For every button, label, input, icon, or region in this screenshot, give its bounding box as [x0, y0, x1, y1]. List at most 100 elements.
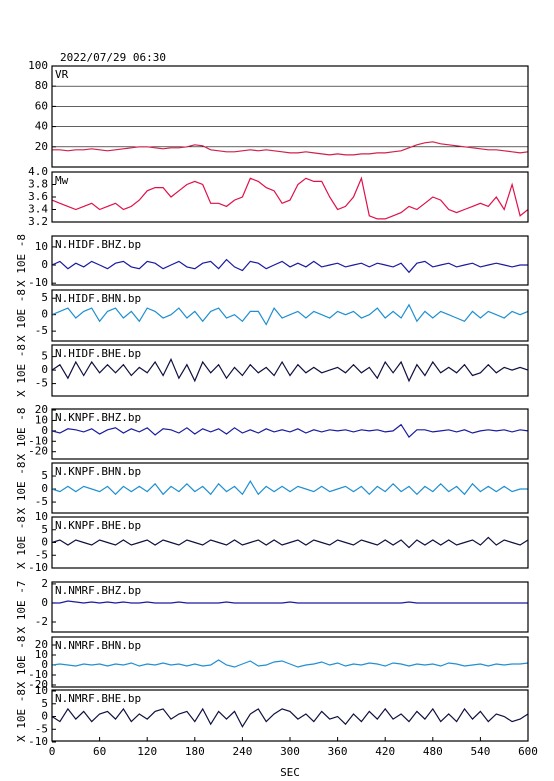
y-axis-label: X 10E -8	[15, 689, 28, 742]
y-tick-label: -20	[28, 678, 48, 691]
y-tick-label: 0	[41, 424, 48, 437]
y-tick-label: 0	[41, 258, 48, 271]
y-axis-label: X 10E -8	[15, 516, 28, 569]
panel-label: Mw	[55, 174, 69, 187]
series-line	[52, 600, 528, 604]
x-tick-label: 180	[185, 745, 205, 758]
series-line	[51, 303, 529, 326]
x-tick-label: 420	[375, 745, 395, 758]
panel-label: N.NMRF.BHZ.bp	[55, 584, 141, 597]
x-tick-label: 360	[328, 745, 348, 758]
series-line	[51, 707, 529, 728]
panel-frame	[51, 235, 529, 286]
y-tick-label: -5	[35, 495, 48, 508]
y-axis-label: X 10E -8	[15, 289, 28, 342]
y-tick-label: 5	[41, 469, 48, 482]
panel-label: N.KNPF.BHZ.bp	[55, 411, 141, 424]
panel-frame	[51, 636, 529, 688]
x-tick-label: 540	[470, 745, 490, 758]
y-tick-label: -10	[28, 434, 48, 447]
series-line	[51, 176, 529, 220]
series-line	[51, 258, 528, 274]
panel-frame	[51, 408, 529, 460]
y-tick-label: 10	[35, 240, 48, 253]
x-tick-label: 600	[518, 745, 538, 758]
y-tick-label: 3.8	[28, 178, 48, 191]
series-line	[51, 480, 528, 496]
y-tick-label: 2	[41, 577, 48, 590]
y-tick-label: -10	[28, 735, 48, 748]
y-axis-label: X 10E -7	[15, 581, 28, 634]
y-tick-label: 4.0	[28, 165, 48, 178]
y-tick-label: -5	[35, 548, 48, 561]
y-tick-label: 0	[41, 658, 48, 671]
y-tick-label: 3.6	[28, 190, 48, 203]
y-axis-label: X 10E -8	[15, 408, 28, 461]
series-line	[51, 659, 529, 668]
x-axis-label: SEC	[280, 766, 300, 779]
panel-frame	[51, 344, 529, 397]
y-axis-label: X 10E -8	[15, 344, 28, 397]
y-tick-label: 10	[35, 510, 48, 523]
chart-title: 2022/07/29 06:30	[60, 51, 166, 64]
y-tick-label: -5	[35, 722, 48, 735]
x-tick-label: 240	[232, 745, 252, 758]
x-tick-label: 300	[280, 745, 300, 758]
y-tick-label: -10	[28, 276, 48, 289]
y-tick-label: 40	[35, 120, 48, 133]
y-axis-label: X 10E -8	[15, 234, 28, 287]
series-line	[51, 536, 529, 549]
y-tick-label: 60	[35, 99, 48, 112]
panel-frame	[51, 581, 529, 633]
y-tick-label: -10	[28, 561, 48, 574]
panel-frame	[51, 462, 529, 514]
y-tick-label: 5	[41, 291, 48, 304]
panel-label: N.KNPF.BHN.bp	[55, 465, 141, 478]
y-tick-label: 20	[35, 638, 48, 651]
y-tick-label: -20	[28, 445, 48, 458]
y-tick-label: 20	[35, 140, 48, 153]
y-tick-label: 0	[41, 363, 48, 376]
panel-label: N.HIDF.BHN.bp	[55, 292, 141, 305]
series-line	[51, 357, 529, 383]
panel-label: N.NMRF.BHN.bp	[55, 639, 141, 652]
y-tick-label: 3.4	[28, 203, 48, 216]
y-tick-label: -2	[35, 615, 48, 628]
y-axis-label: X 10E -8	[15, 462, 28, 515]
panel-label: N.KNPF.BHE.bp	[55, 519, 141, 532]
y-tick-label: 10	[35, 648, 48, 661]
y-tick-label: 0	[41, 482, 48, 495]
x-tick-label: 120	[137, 745, 157, 758]
y-tick-label: 5	[41, 523, 48, 536]
y-tick-label: 10	[35, 413, 48, 426]
panel-frame	[51, 65, 529, 168]
y-tick-label: -5	[35, 324, 48, 337]
y-tick-label: 0	[41, 710, 48, 723]
series-line	[51, 423, 529, 439]
y-tick-label: 5	[41, 697, 48, 710]
y-tick-label: 0	[41, 308, 48, 321]
y-tick-label: 80	[35, 79, 48, 92]
panel-frame	[51, 516, 529, 569]
x-tick-label: 480	[423, 745, 443, 758]
panel-label: VR	[55, 68, 69, 81]
y-axis-label: X 10E -8	[15, 636, 28, 689]
y-tick-label: 5	[41, 350, 48, 363]
y-tick-label: 0	[41, 596, 48, 609]
y-tick-label: -10	[28, 668, 48, 681]
series-line	[52, 141, 529, 156]
y-tick-label: 20	[35, 403, 48, 416]
y-tick-label: 10	[35, 684, 48, 697]
x-tick-label: 60	[93, 745, 106, 758]
y-tick-label: 3.2	[28, 215, 48, 228]
y-tick-label: 0	[41, 536, 48, 549]
panel-frame	[51, 171, 529, 223]
panel-label: N.NMRF.BHE.bp	[55, 692, 141, 705]
x-tick-label: 0	[49, 745, 56, 758]
panel-label: N.HIDF.BHZ.bp	[55, 238, 141, 251]
panel-label: N.HIDF.BHE.bp	[55, 347, 141, 360]
panel-frame	[51, 289, 529, 342]
y-tick-label: -5	[35, 377, 48, 390]
y-tick-label: 100	[28, 59, 48, 72]
